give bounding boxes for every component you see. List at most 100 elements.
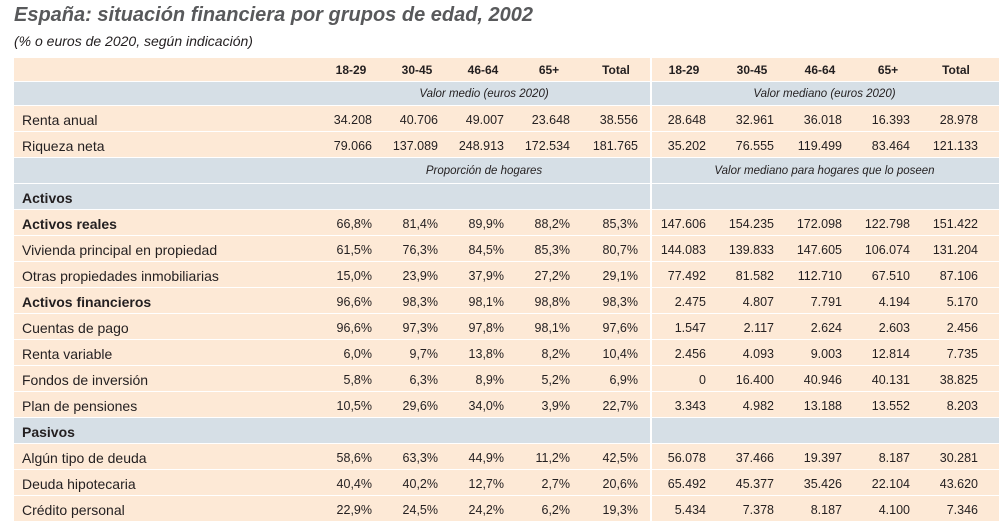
value-cell: 0 [699,373,706,387]
value-cell: 29,6% [402,399,438,413]
value-cell: 2.475 [674,295,706,309]
row-label: Activos reales [22,215,117,232]
data-row: Fondos de inversión 5,8% 6,3% 8,9% 5,2% 6,9% 0… [14,366,999,392]
value-cell: 98,3% [602,295,638,309]
value-cell: 56.078 [667,451,706,465]
value-cell: 13.188 [803,399,842,413]
header-row: 18-29 30-45 46-64 65+ Total 18-29 30-45 46-64 65… [14,58,999,82]
value-cell: 144.083 [660,243,706,257]
value-cell: 23.648 [531,113,570,127]
value-cell: 34,0% [468,399,504,413]
column-header: 18-29 [335,62,367,77]
value-cell: 139.833 [728,243,774,257]
data-row: Crédito personal 22,9% 24,5% 24,2% 6,2% 19,3%… [14,496,999,522]
value-cell: 4.194 [878,295,910,309]
value-cell: 49.007 [465,113,504,127]
value-cell: 19.397 [803,451,842,465]
column-header: 30-45 [736,62,768,77]
group-heading: Activos [22,189,73,206]
data-row: Algún tipo de deuda 58,6% 63,3% 44,9% 11,2% 4… [14,444,999,470]
value-cell: 2.624 [810,321,842,335]
value-cell: 97,8% [468,321,504,335]
value-cell: 85,3% [534,243,570,257]
value-cell: 88,2% [534,217,570,231]
band-row: Valor medio (euros 2020) Valor mediano (e… [14,82,999,106]
value-cell: 76,3% [402,243,438,257]
value-cell: 15,0% [336,269,372,283]
value-cell: 80,7% [602,243,638,257]
value-cell: 154.235 [728,217,774,231]
value-cell: 12.814 [871,347,910,361]
value-cell: 4.093 [742,347,774,361]
value-cell: 6,2% [541,503,571,517]
column-header: Total [602,62,630,77]
value-cell: 61,5% [336,243,372,257]
value-cell: 9,7% [409,347,439,361]
row-label: Algún tipo de deuda [22,449,147,466]
value-cell: 10,4% [602,347,638,361]
column-header: 18-29 [668,62,700,77]
data-row: Activos reales 66,8% 81,4% 89,9% 88,2% 85,3% 1… [14,210,999,236]
value-cell: 84,5% [468,243,504,257]
value-cell: 22,7% [602,399,638,413]
value-cell: 2.456 [946,321,978,335]
value-cell: 45.377 [735,477,774,491]
value-cell: 27,2% [534,269,570,283]
band-label: Valor mediano para hogares que lo poseen [714,164,935,177]
value-cell: 83.464 [871,139,910,153]
group-row: Pasivos [14,418,999,444]
value-cell: 20,6% [602,477,638,491]
value-cell: 9.003 [810,347,842,361]
value-cell: 35.426 [803,477,842,491]
value-cell: 2,7% [541,477,571,491]
row-label: Otras propiedades inmobiliarias [22,267,219,284]
band-label: Valor mediano (euros 2020) [753,87,896,100]
band-label: Valor medio (euros 2020) [419,87,549,100]
value-cell: 40.946 [803,373,842,387]
value-cell: 23,9% [402,269,438,283]
value-cell: 43.620 [939,477,978,491]
value-cell: 40,4% [336,477,372,491]
value-cell: 81.582 [735,269,774,283]
value-cell: 8,9% [475,373,505,387]
value-cell: 7.378 [742,503,774,517]
value-cell: 10,5% [336,399,372,413]
row-label: Renta variable [22,345,113,362]
row-label: Fondos de inversión [22,371,149,388]
column-header: Total [942,62,970,77]
row-label: Riqueza neta [22,137,105,154]
value-cell: 19,3% [602,503,638,517]
data-row: Cuentas de pago 96,6% 97,3% 97,8% 98,1% 97,6%… [14,314,999,340]
value-cell: 96,6% [336,321,372,335]
value-cell: 77.492 [667,269,706,283]
row-label: Deuda hipotecaria [22,475,136,492]
value-cell: 5.170 [946,295,978,309]
value-cell: 22.104 [871,477,910,491]
value-cell: 2.117 [743,321,774,335]
value-cell: 24,5% [402,503,438,517]
value-cell: 28.978 [939,113,978,127]
value-cell: 40.131 [871,373,910,387]
row-label: Cuentas de pago [22,319,129,336]
value-cell: 24,2% [468,503,504,517]
value-cell: 36.018 [803,113,842,127]
value-cell: 97,6% [602,321,638,335]
value-cell: 112.710 [797,269,842,283]
value-cell: 98,1% [468,295,504,309]
value-cell: 96,6% [336,295,372,309]
value-cell: 122.798 [864,217,910,231]
column-header: 65+ [877,62,899,77]
value-cell: 131.204 [932,243,978,257]
value-cell: 13,8% [468,347,504,361]
value-cell: 89,9% [468,217,504,231]
value-cell: 13.552 [871,399,910,413]
value-cell: 67.510 [871,269,910,283]
value-cell: 37.466 [735,451,774,465]
data-row: Deuda hipotecaria 40,4% 40,2% 12,7% 2,7% 20,6… [14,470,999,496]
value-cell: 30.281 [939,451,978,465]
value-cell: 172.098 [796,217,842,231]
value-cell: 87.106 [939,269,978,283]
value-cell: 16.393 [871,113,910,127]
data-row: Activos financieros 96,6% 98,3% 98,1% 98,8% 9… [14,288,999,314]
